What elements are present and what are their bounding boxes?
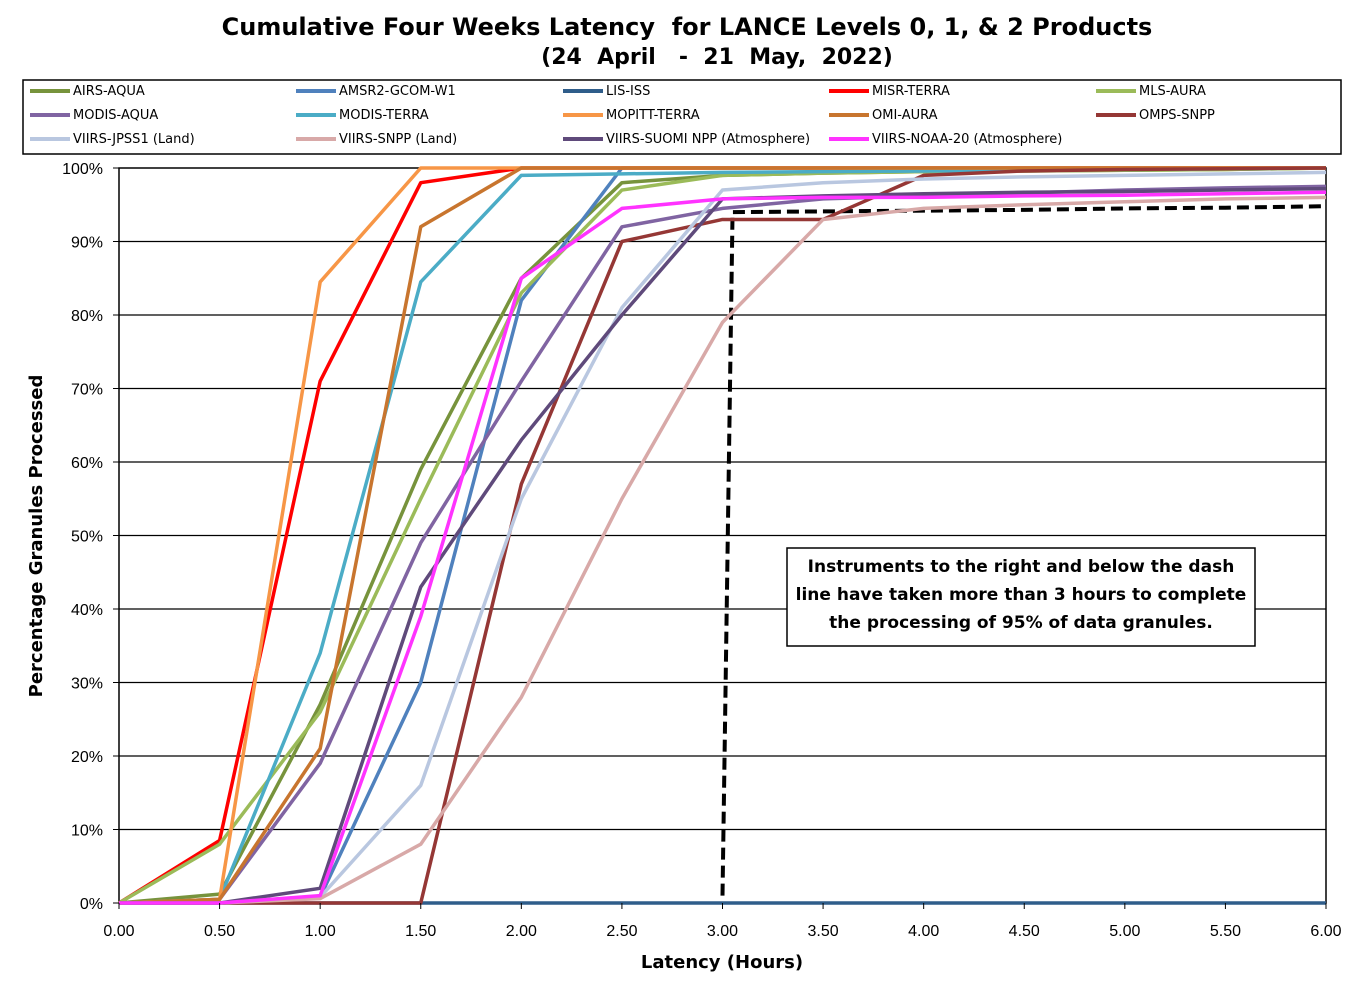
x-tick-label: 5.00	[1109, 923, 1140, 940]
y-tick-label: 20%	[71, 749, 103, 766]
series-line-viirs-snpp-land	[119, 195, 1327, 905]
legend-label-viirs-jpss1-land: VIIRS-JPSS1 (Land)	[73, 132, 195, 147]
legend-label-amsr2-gcom-w1: AMSR2-GCOM-W1	[339, 84, 456, 99]
y-tick-label: 40%	[71, 602, 103, 619]
y-tick-label: 90%	[71, 235, 103, 252]
y-tick-label: 100%	[62, 161, 103, 178]
x-axis-ticks: 0.00 0.50 1.00 1.50 2.00 2.50 3.00 3.50 4.00 4.50…	[103, 903, 1342, 940]
threshold-dash-line	[720, 204, 1327, 896]
legend-label-viirs-noaa-20-atmosphere: VIIRS-NOAA-20 (Atmosphere)	[872, 132, 1062, 147]
x-axis-label: Latency (Hours)	[641, 952, 803, 973]
y-axis-label: Percentage Granules Processed	[26, 375, 47, 698]
y-tick-label: 0%	[80, 896, 103, 913]
legend-label-lis-iss: LIS-ISS	[606, 84, 650, 99]
y-tick-label: 70%	[71, 382, 103, 399]
x-tick-label: 0.50	[204, 923, 235, 940]
annotation-line-2: line have taken more than 3 hours to com…	[796, 585, 1247, 605]
legend-label-airs-aqua: AIRS-AQUA	[73, 84, 145, 99]
x-tick-label: 0.00	[103, 923, 134, 940]
legend-label-mls-aura: MLS-AURA	[1139, 84, 1206, 99]
x-tick-label: 3.00	[707, 923, 738, 940]
y-tick-label: 60%	[71, 455, 103, 472]
legend-label-mopitt-terra: MOPITT-TERRA	[606, 108, 700, 123]
legend-label-viirs-snpp-land: VIIRS-SNPP (Land)	[339, 132, 457, 147]
x-tick-label: 2.00	[506, 923, 537, 940]
x-tick-label: 1.00	[305, 923, 336, 940]
legend-label-viirs-suomi-npp-atmosphere: VIIRS-SUOMI NPP (Atmosphere)	[606, 132, 810, 147]
plot-area	[118, 166, 1327, 905]
legend: AIRS-AQUA AMSR2-GCOM-W1 LIS-ISS MISR-TERRA M…	[22, 79, 1342, 155]
y-tick-label: 10%	[71, 823, 103, 840]
x-tick-label: 3.50	[808, 923, 839, 940]
x-tick-label: 6.00	[1310, 923, 1341, 940]
annotation-frame	[786, 547, 1256, 647]
legend-label-modis-aqua: MODIS-AQUA	[73, 108, 158, 123]
legend-label-omi-aura: OMI-AURA	[872, 108, 938, 123]
y-axis-ticks: 0% 10% 20% 30% 40% 50% 60% 70% 80% 90% 100%	[62, 161, 119, 913]
series-line-viirs-noaa-20-atmosphere	[119, 190, 1327, 905]
y-tick-label: 30%	[71, 676, 103, 693]
x-tick-label: 4.50	[1009, 923, 1040, 940]
x-tick-label: 2.50	[606, 923, 637, 940]
y-tick-label: 80%	[71, 308, 103, 325]
legend-label-omps-snpp: OMPS-SNPP	[1139, 108, 1215, 123]
y-tick-label: 50%	[71, 529, 103, 546]
annotation-line-3: the processing of 95% of data granules.	[829, 613, 1213, 633]
annotation-line-1: Instruments to the right and below the d…	[808, 557, 1235, 577]
legend-label-modis-terra: MODIS-TERRA	[339, 108, 429, 123]
x-tick-label: 4.00	[908, 923, 939, 940]
legend-label-misr-terra: MISR-TERRA	[872, 84, 950, 99]
chart-title: Cumulative Four Weeks Latency for LANCE …	[222, 13, 1153, 41]
threshold-line	[720, 204, 1327, 896]
x-tick-label: 5.50	[1210, 923, 1241, 940]
annotation-box: Instruments to the right and below the d…	[786, 547, 1256, 647]
chart-subtitle: (24 April - 21 May, 2022)	[541, 45, 893, 70]
series-lines	[118, 166, 1327, 905]
x-tick-label: 1.50	[405, 923, 436, 940]
